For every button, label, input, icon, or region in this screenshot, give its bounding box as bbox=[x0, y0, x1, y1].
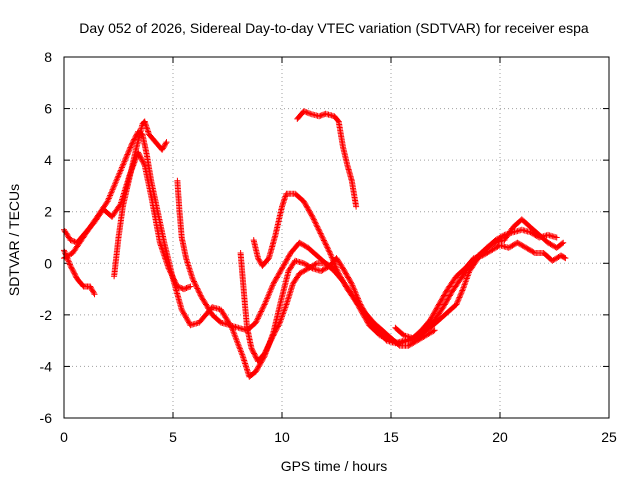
plot-frame bbox=[63, 56, 610, 419]
series-markers bbox=[250, 190, 438, 349]
series-markers bbox=[237, 250, 338, 365]
x-tick-label: 25 bbox=[601, 429, 617, 445]
series-arc-7 bbox=[250, 190, 438, 349]
x-tick-label: 10 bbox=[274, 429, 290, 445]
y-tick-label: 6 bbox=[44, 101, 52, 117]
series-markers bbox=[111, 118, 170, 280]
series-markers bbox=[392, 216, 567, 342]
series-markers bbox=[294, 108, 360, 210]
x-tick-label: 5 bbox=[169, 429, 177, 445]
y-tick-label: -4 bbox=[40, 358, 53, 374]
y-axis-title: SDTVAR / TECUs bbox=[6, 184, 22, 296]
y-tick-label: -6 bbox=[40, 410, 53, 426]
x-tick-label: 0 bbox=[60, 429, 68, 445]
series-arc-4 bbox=[111, 118, 170, 280]
chart-title: Day 052 of 2026, Sidereal Day-to-day VTE… bbox=[79, 20, 589, 36]
y-tick-label: -2 bbox=[40, 307, 53, 323]
x-tick-label: 20 bbox=[492, 429, 508, 445]
series-arc-8 bbox=[294, 108, 360, 210]
y-tick-label: 8 bbox=[44, 49, 52, 65]
series-arc-6 bbox=[237, 250, 338, 365]
y-tick-label: 2 bbox=[44, 204, 52, 220]
x-axis-title: GPS time / hours bbox=[281, 458, 388, 474]
axis-ticks: 0 5 10 15 20 25 -6 -4 -2 0 2 4 6 8 bbox=[40, 49, 617, 445]
data-markers bbox=[61, 108, 569, 380]
x-tick-label: 15 bbox=[383, 429, 399, 445]
y-tick-label: 4 bbox=[44, 152, 52, 168]
y-tick-label: 0 bbox=[44, 255, 52, 271]
series-arc-9 bbox=[392, 216, 567, 342]
